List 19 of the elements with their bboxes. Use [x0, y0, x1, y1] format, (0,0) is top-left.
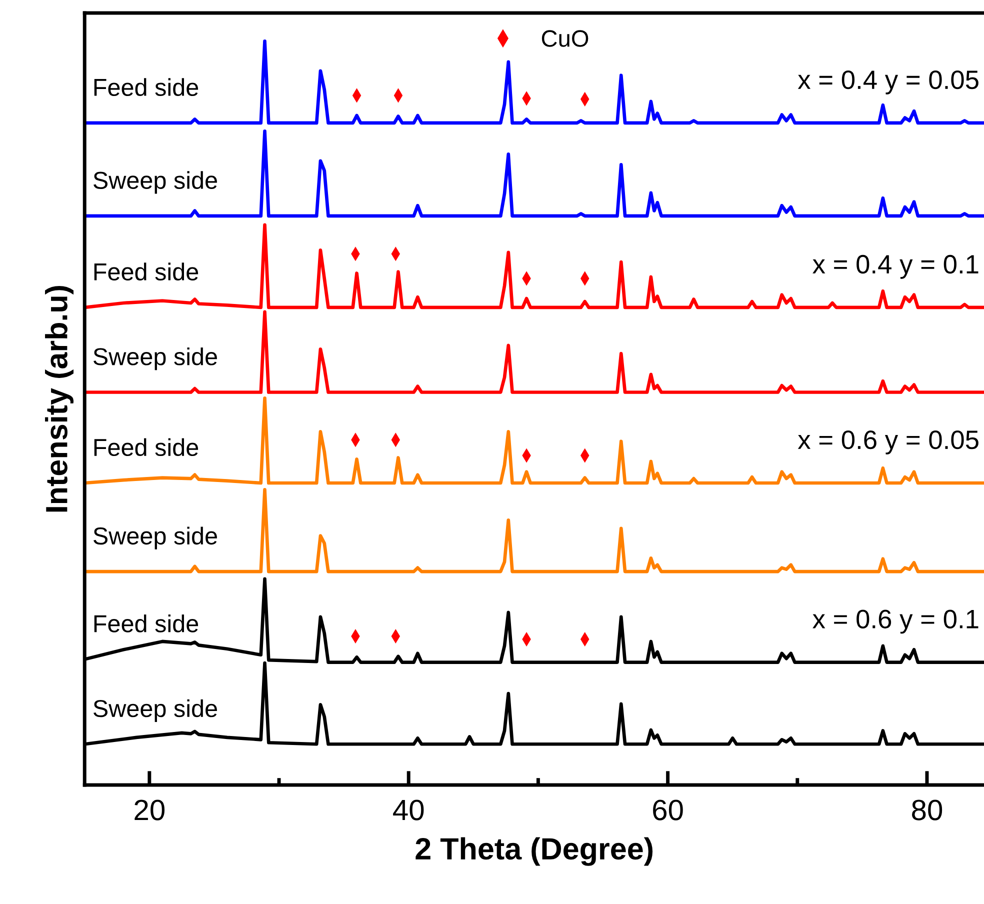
series-label: Feed side: [94, 262, 198, 280]
y-axis-title: Intensity (arb.u): [45, 286, 74, 512]
x-axis-title: 2 Theta (Degree): [416, 837, 653, 866]
x-tick-label: 20: [134, 800, 164, 820]
series-label: Sweep side: [94, 171, 217, 194]
annotation: x = 0.4 y = 0.1: [812, 254, 978, 279]
series-label: Sweep side: [94, 699, 217, 722]
x-tick-label: 60: [653, 800, 683, 820]
series-label: Feed side: [94, 438, 198, 456]
series-label: Sweep side: [94, 526, 217, 550]
series-label: Feed side: [94, 78, 198, 96]
legend-label: CuO: [542, 30, 588, 47]
annotation: x = 0.6 y = 0.05: [798, 430, 978, 454]
x-tick-label: 80: [912, 800, 942, 820]
annotation: x = 0.4 y = 0.05: [798, 70, 978, 94]
x-tick-label: 40: [393, 800, 424, 820]
series-label: Feed side: [94, 614, 198, 632]
annotation: x = 0.6 y = 0.1: [812, 610, 978, 634]
series-label: Sweep side: [94, 347, 217, 370]
